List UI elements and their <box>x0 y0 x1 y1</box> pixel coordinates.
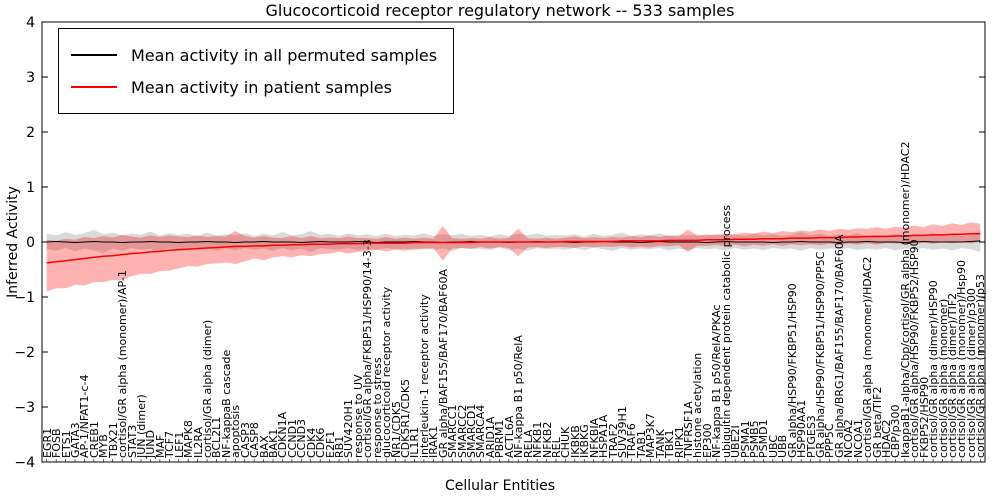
y-tick-label: −3 <box>14 400 35 416</box>
y-tick-label: 2 <box>26 125 35 141</box>
x-axis-label: Cellular Entities <box>444 478 556 494</box>
patient-mean-line <box>46 233 981 264</box>
patient-range-band <box>46 222 981 292</box>
legend: Mean activity in all permuted samples Me… <box>58 28 455 114</box>
permuted-line-swatch <box>71 54 117 56</box>
y-tick-label: 3 <box>26 70 35 86</box>
y-tick-label: −4 <box>14 455 35 471</box>
y-tick-label: 4 <box>26 15 35 31</box>
legend-item-permuted: Mean activity in all permuted samples <box>71 39 437 71</box>
y-tick-label: −2 <box>14 345 35 361</box>
chart-title: Glucocorticoid receptor regulatory netwo… <box>265 1 735 20</box>
patient-line-swatch <box>71 86 117 88</box>
y-tick-label: −1 <box>14 290 35 306</box>
legend-label-permuted: Mean activity in all permuted samples <box>131 45 438 65</box>
legend-label-patient: Mean activity in patient samples <box>131 77 392 97</box>
y-tick-label: 1 <box>26 180 35 196</box>
y-tick-label: 0 <box>26 235 35 251</box>
legend-item-patient: Mean activity in patient samples <box>71 71 437 103</box>
